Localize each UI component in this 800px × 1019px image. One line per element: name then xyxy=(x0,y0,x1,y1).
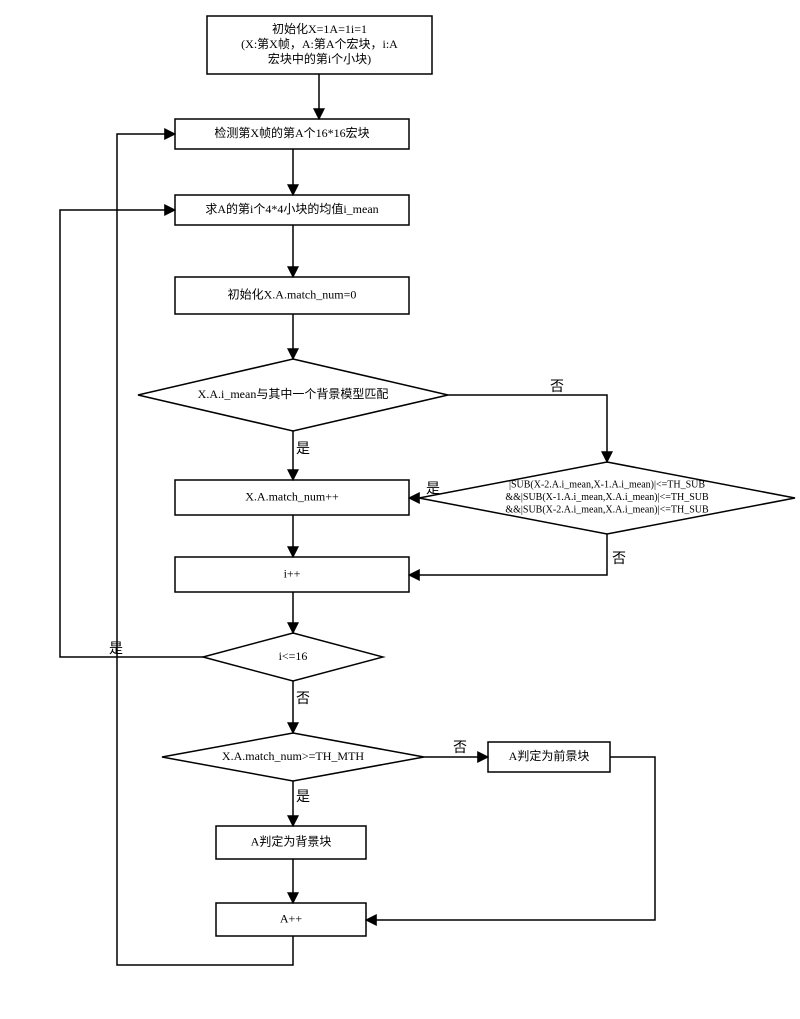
edge-label: 是 xyxy=(426,482,440,497)
edge-label: 是 xyxy=(109,642,123,657)
node-matchBg: X.A.i_mean与其中一个背景模型匹配 xyxy=(138,359,448,431)
edge-label: 否 xyxy=(550,380,564,395)
edge-label: 否 xyxy=(453,741,467,756)
node-subCond: |SUB(X-2.A.i_mean,X-1.A.i_mean)|<=TH_SUB… xyxy=(419,462,795,534)
svg-text:X.A.match_num>=TH_MTH: X.A.match_num>=TH_MTH xyxy=(222,749,365,763)
svg-text:X.A.i_mean与其中一个背景模型匹配: X.A.i_mean与其中一个背景模型匹配 xyxy=(198,386,389,401)
svg-text:A判定为背景块: A判定为背景块 xyxy=(251,833,332,848)
svg-text:|SUB(X-2.A.i_mean,X-1.A.i_mean: |SUB(X-2.A.i_mean,X-1.A.i_mean)|<=TH_SUB… xyxy=(505,480,709,516)
node-bg: A判定为背景块 xyxy=(216,826,366,859)
svg-text:初始化X.A.match_num=0: 初始化X.A.match_num=0 xyxy=(228,287,357,301)
node-mthCond: X.A.match_num>=TH_MTH xyxy=(162,733,424,781)
edge-label: 是 xyxy=(296,790,310,805)
svg-text:求A的第i个4*4小块的均值i_mean: 求A的第i个4*4小块的均值i_mean xyxy=(205,201,378,216)
node-fg: A判定为前景块 xyxy=(488,742,610,772)
edge-label: 否 xyxy=(612,552,626,567)
node-incMatch: X.A.match_num++ xyxy=(175,480,409,515)
node-detect: 检测第X帧的第A个16*16宏块 xyxy=(175,119,409,149)
svg-text:A判定为前景块: A判定为前景块 xyxy=(509,748,590,763)
node-mean: 求A的第i个4*4小块的均值i_mean xyxy=(175,195,409,225)
edge xyxy=(366,757,655,920)
svg-text:A++: A++ xyxy=(280,911,302,925)
edge xyxy=(409,534,607,575)
node-incA: A++ xyxy=(216,903,366,936)
edge-label: 否 xyxy=(296,692,310,707)
svg-text:i++: i++ xyxy=(284,566,301,580)
svg-text:X.A.match_num++: X.A.match_num++ xyxy=(245,489,339,503)
node-iCond: i<=16 xyxy=(203,633,383,681)
node-initMatch: 初始化X.A.match_num=0 xyxy=(175,277,409,314)
node-incI: i++ xyxy=(175,557,409,592)
svg-text:检测第X帧的第A个16*16宏块: 检测第X帧的第A个16*16宏块 xyxy=(214,125,369,140)
svg-text:i<=16: i<=16 xyxy=(279,649,308,663)
edge-label: 是 xyxy=(296,442,310,457)
node-init: 初始化X=1A=1i=1(X:第X帧，A:第A个宏块，i:A宏块中的第i个小块) xyxy=(207,16,432,74)
edge xyxy=(448,395,607,462)
flowchart-svg: 初始化X=1A=1i=1(X:第X帧，A:第A个宏块，i:A宏块中的第i个小块)… xyxy=(0,0,800,1019)
